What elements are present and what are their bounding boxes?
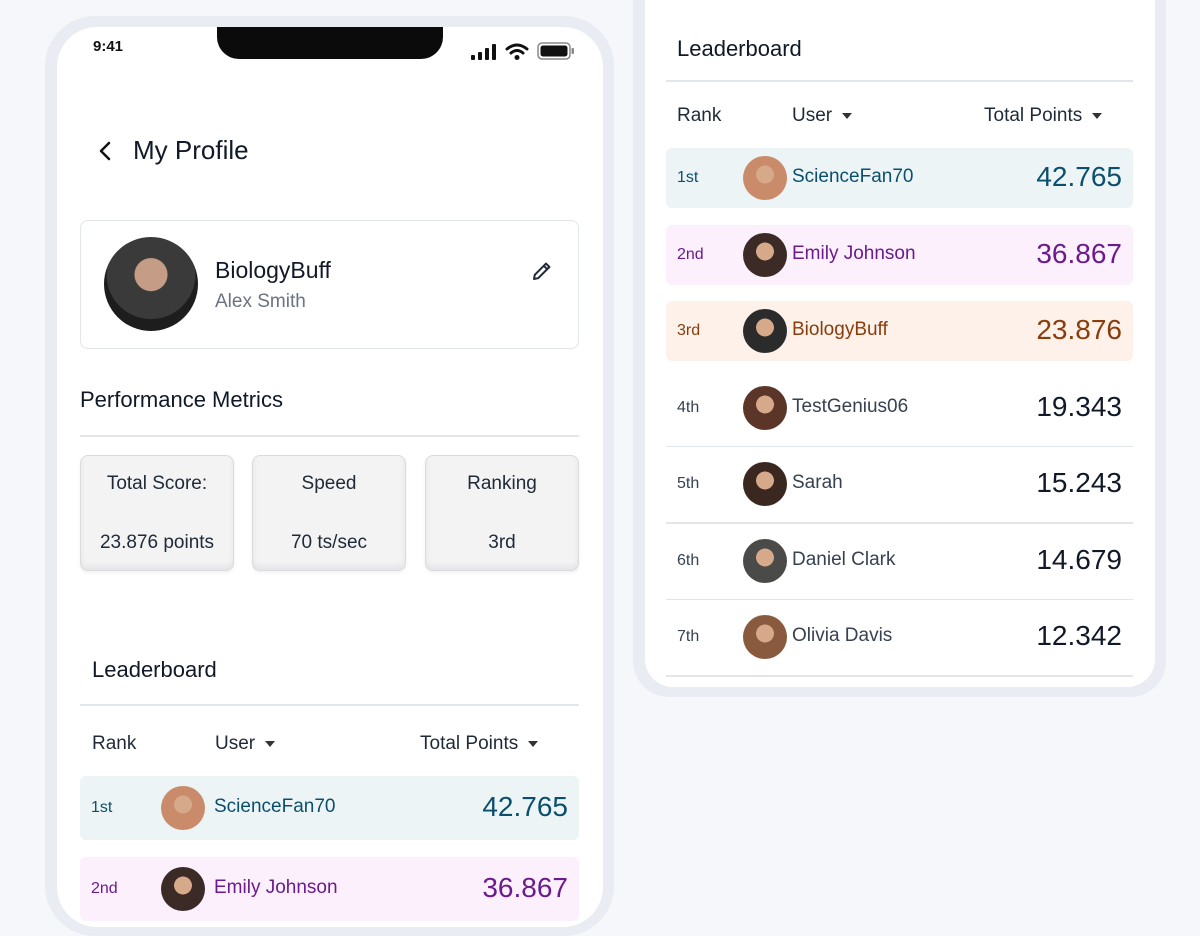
column-rank: Rank: [677, 105, 722, 126]
row-points: 19.343: [1036, 390, 1122, 422]
metric-value: 3rd: [488, 532, 516, 553]
cellular-signal-icon: [471, 44, 496, 60]
metric-ranking: Ranking 3rd: [425, 455, 579, 571]
column-rank: Rank: [92, 733, 137, 754]
caret-down-icon: [842, 113, 853, 119]
row-rank: 6th: [677, 551, 700, 569]
metric-label: Speed: [301, 473, 357, 494]
metric-total-score: Total Score: 23.876 points: [80, 455, 234, 571]
leaderboard-row[interactable]: 2nd Emily Johnson 36.867: [80, 857, 579, 921]
metric-label: Total Score:: [106, 473, 208, 494]
leaderboard-row[interactable]: 6th Daniel Clark 14.679: [666, 530, 1133, 591]
column-points-label: Total Points: [984, 105, 1083, 126]
row-username: TestGenius06: [792, 395, 909, 417]
battery-icon: [537, 42, 574, 60]
caret-down-icon: [528, 741, 539, 747]
row-points: 15.243: [1036, 467, 1122, 498]
leaderboard-divider: [80, 704, 579, 706]
phone-notch: [217, 27, 443, 59]
leaderboard-card: Leaderboard Rank User Total Points 1st Sc…: [645, 0, 1155, 687]
wifi-icon: [505, 43, 529, 60]
metric-value: 70 ts/sec: [290, 532, 368, 553]
user-avatar: [743, 615, 787, 659]
profile-full-name: Alex Smith: [215, 291, 306, 312]
user-avatar: [743, 309, 787, 353]
row-rank: 1st: [677, 169, 699, 186]
row-username: BiologyBuff: [792, 319, 888, 340]
user-avatar: [161, 786, 205, 830]
row-rank: 2nd: [677, 245, 704, 263]
profile-card: BiologyBuff Alex Smith: [80, 220, 579, 349]
user-avatar: [743, 462, 787, 506]
row-points: 23.876: [1036, 314, 1122, 345]
row-username: Emily Johnson: [214, 877, 338, 898]
row-rank: 7th: [677, 628, 700, 645]
user-avatar: [743, 385, 787, 430]
caret-down-icon: [1092, 113, 1103, 119]
row-points: 42.765: [482, 791, 568, 822]
row-username: ScienceFan70: [214, 796, 336, 817]
phone-screen: 9:41 My Profile BiologyBuff Alex Smith: [57, 27, 603, 927]
row-rank: 5th: [677, 475, 700, 492]
column-points-label: Total Points: [420, 733, 519, 754]
row-username: Olivia Davis: [792, 625, 893, 646]
column-user-label: User: [215, 733, 256, 754]
metrics-title: Performance Metrics: [80, 387, 283, 412]
column-total-points[interactable]: Total Points: [420, 733, 539, 755]
row-points: 12.342: [1036, 620, 1122, 651]
leaderboard-row[interactable]: 4th TestGenius06 19.343: [666, 377, 1133, 438]
user-avatar: [743, 538, 787, 583]
metric-value: 23.876 points: [99, 532, 215, 553]
status-time: 9:41: [93, 38, 124, 55]
row-username: Daniel Clark: [792, 548, 896, 570]
leaderboard-row[interactable]: 1st ScienceFan70 42.765: [666, 148, 1133, 208]
leaderboard-title: Leaderboard: [92, 657, 217, 682]
row-username: ScienceFan70: [792, 166, 914, 187]
leaderboard-title: Leaderboard: [677, 36, 802, 61]
column-user[interactable]: User: [215, 733, 276, 755]
row-rank: 4th: [677, 398, 700, 416]
column-user-label: User: [792, 105, 833, 126]
row-points: 14.679: [1036, 543, 1122, 575]
header: My Profile: [97, 135, 249, 166]
row-divider: [666, 675, 1133, 677]
row-rank: 1st: [91, 799, 113, 816]
row-points: 36.867: [482, 872, 568, 903]
profile-username: BiologyBuff: [215, 257, 331, 283]
leaderboard-divider: [666, 80, 1133, 82]
page-title: My Profile: [133, 135, 249, 165]
column-total-points[interactable]: Total Points: [984, 105, 1103, 127]
user-avatar: [743, 232, 787, 277]
row-username: Sarah: [792, 472, 843, 493]
row-points: 42.765: [1036, 161, 1122, 192]
row-divider: [666, 598, 1133, 600]
metric-speed: Speed 70 ts/sec: [252, 455, 406, 571]
caret-down-icon: [265, 741, 276, 747]
leaderboard-row[interactable]: 1st ScienceFan70 42.765: [80, 776, 579, 840]
leaderboard-row[interactable]: 3rd BiologyBuff 23.876: [666, 301, 1133, 361]
user-avatar: [743, 156, 787, 200]
user-avatar: [161, 867, 205, 911]
row-rank: 2nd: [91, 880, 118, 897]
status-icons: [471, 42, 575, 60]
row-divider: [666, 522, 1133, 524]
row-divider: [666, 445, 1133, 447]
profile-avatar: [104, 237, 198, 331]
chevron-left-icon[interactable]: [97, 140, 113, 162]
leaderboard-row[interactable]: 5th Sarah 15.243: [666, 454, 1133, 514]
metrics-divider: [80, 435, 579, 437]
row-rank: 3rd: [677, 322, 701, 339]
row-points: 36.867: [1036, 237, 1122, 269]
column-user[interactable]: User: [792, 105, 853, 127]
metric-label: Ranking: [467, 473, 537, 494]
row-username: Emily Johnson: [792, 242, 916, 264]
leaderboard-row[interactable]: 7th Olivia Davis 12.342: [666, 607, 1133, 667]
leaderboard-row[interactable]: 2nd Emily Johnson 36.867: [666, 224, 1133, 285]
pencil-icon[interactable]: [530, 259, 554, 283]
